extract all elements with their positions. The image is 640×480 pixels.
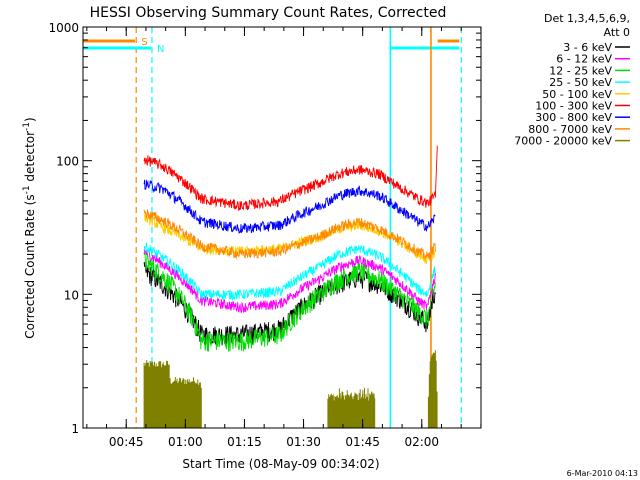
y-axis-label-end: ) — [23, 117, 37, 122]
x-tick-label-1: 00:45 — [109, 435, 144, 449]
x-tick-label-6: 02:00 — [404, 435, 439, 449]
plot-frame — [82, 26, 482, 429]
x-tick-label-5: 01:45 — [345, 435, 380, 449]
series-line-8 — [143, 209, 436, 261]
data-layer: SN — [83, 27, 462, 428]
series-line-3 — [143, 251, 436, 352]
series-line-9 — [143, 350, 438, 428]
legend-header-attenuator: Att 0 — [604, 26, 630, 39]
x-tick-label-3: 01:15 — [227, 435, 262, 449]
y-tick-label-3: 100 — [56, 155, 79, 169]
y-tick-label-2: 10 — [64, 288, 79, 302]
marker-label-n: N — [157, 44, 164, 55]
y-tick-label-1: 1 — [71, 422, 79, 436]
y-axis-label: Corrected Count Rate (s-1 detector-1) — [22, 117, 37, 338]
legend-label-8: 800 - 7000 keV — [528, 123, 612, 136]
y-axis-label-mid: detector — [23, 131, 37, 186]
marker-label-s: S — [141, 37, 147, 48]
x-tick-label-2: 01:00 — [168, 435, 203, 449]
series-line-7 — [143, 179, 436, 235]
legend-header-detectors: Det 1,3,4,5,6,9, — [544, 12, 630, 25]
y-axis-label-main: Corrected Count Rate (s — [23, 194, 37, 338]
legend-label-7: 300 - 800 keV — [535, 111, 612, 124]
legend-label-6: 100 - 300 keV — [535, 100, 612, 113]
x-tick-label-4: 01:30 — [286, 435, 321, 449]
legend-label-1: 3 - 6 keV — [563, 41, 612, 54]
y-axis-label-sup2: -1 — [22, 122, 32, 131]
legend-label-2: 6 - 12 keV — [556, 53, 612, 66]
y-tick-label-4: 1000 — [48, 21, 79, 35]
y-axis-label-sup1: -1 — [22, 185, 32, 194]
axis-ticks: 00:45 01:00 01:15 01:30 01:45 02:00 1 10 100 1000 — [48, 21, 482, 449]
x-axis-label: Start Time (08-May-09 00:34:02) — [182, 457, 379, 471]
legend-label-4: 25 - 50 keV — [549, 76, 612, 89]
series-line-6 — [143, 145, 438, 211]
series-line-2 — [143, 248, 436, 313]
legend-label-3: 12 - 25 keV — [549, 64, 612, 77]
plot-timestamp: 6-Mar-2010 04:13 — [567, 469, 638, 478]
chart-title: HESSI Observing Summary Count Rates, Cor… — [90, 5, 447, 21]
legend-label-5: 50 - 100 keV — [542, 88, 612, 101]
legend-label-9: 7000 - 20000 keV — [514, 135, 612, 148]
series-line-4 — [143, 242, 436, 301]
